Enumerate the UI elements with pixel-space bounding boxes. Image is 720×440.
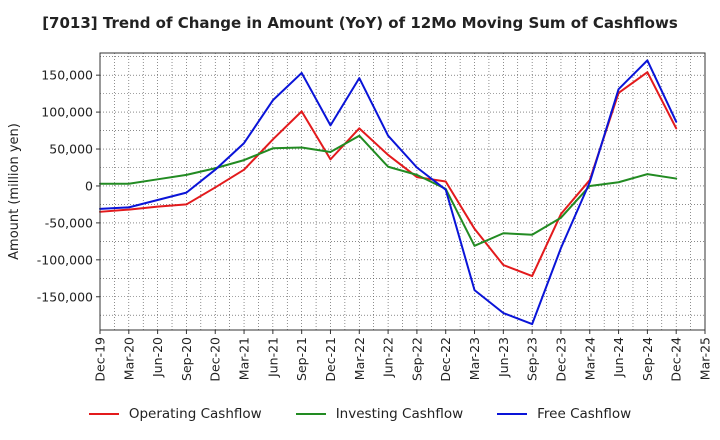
y-tick-label: 0 bbox=[85, 178, 93, 193]
series-line-investing-cashflow bbox=[99, 134, 678, 247]
y-axis-label: Amount (million yen) bbox=[7, 123, 22, 260]
x-tick-label: Jun-20 bbox=[150, 337, 165, 378]
y-tick-label: -150,000 bbox=[37, 289, 93, 304]
legend-swatch-investing bbox=[295, 413, 326, 415]
y-axis-ticks: 150,000 100,000 50,000 0 -50,000 -100,000 -150… bbox=[37, 68, 100, 304]
legend-swatch-operating bbox=[88, 413, 119, 415]
chart-title: [7013] Trend of Change in Amount (YoY) o… bbox=[42, 14, 678, 32]
legend: Operating Cashflow Investing Cashflow Fr… bbox=[0, 406, 720, 422]
legend-label-investing: Investing Cashflow bbox=[335, 406, 464, 422]
legend-item-free: Free Cashflow bbox=[497, 406, 631, 422]
legend-item-operating: Operating Cashflow bbox=[88, 406, 262, 422]
y-tick-label: 150,000 bbox=[41, 68, 93, 83]
x-tick-label: Jun-24 bbox=[611, 337, 626, 378]
x-tick-label: Mar-22 bbox=[352, 337, 367, 380]
x-tick-label: Jun-21 bbox=[265, 337, 280, 378]
x-tick-label: Mar-24 bbox=[582, 337, 597, 380]
y-tick-label: -100,000 bbox=[37, 252, 93, 267]
x-tick-label: Sep-22 bbox=[409, 337, 424, 381]
x-tick-label: Mar-21 bbox=[237, 337, 252, 380]
legend-label-free: Free Cashflow bbox=[537, 406, 632, 422]
x-tick-label: Jun-23 bbox=[496, 337, 511, 378]
legend-item-investing: Investing Cashflow bbox=[295, 406, 464, 422]
x-tick-label: Dec-23 bbox=[553, 337, 568, 382]
x-tick-label: Sep-21 bbox=[294, 337, 309, 381]
x-tick-label: Mar-25 bbox=[698, 337, 713, 380]
x-tick-label: Dec-19 bbox=[93, 337, 108, 382]
x-tick-label: Dec-21 bbox=[323, 337, 338, 382]
grid bbox=[99, 53, 706, 330]
legend-label-operating: Operating Cashflow bbox=[128, 406, 262, 422]
y-tick-label: -50,000 bbox=[45, 215, 93, 230]
y-tick-label: 100,000 bbox=[41, 105, 93, 120]
x-tick-label: Dec-22 bbox=[438, 337, 453, 382]
x-axis-ticks: Dec-19 Mar-20 Jun-20 Sep-20 Dec-20 Mar-21 Jun-… bbox=[93, 330, 713, 382]
series-line-operating-cashflow bbox=[99, 71, 678, 278]
x-tick-label: Mar-23 bbox=[467, 337, 482, 380]
x-tick-label: Sep-24 bbox=[640, 337, 655, 381]
series-line-free-cashflow bbox=[99, 59, 678, 326]
legend-swatch-free bbox=[497, 413, 528, 415]
x-tick-label: Mar-20 bbox=[121, 337, 136, 380]
x-tick-label: Dec-24 bbox=[669, 337, 684, 382]
x-tick-label: Sep-23 bbox=[525, 337, 540, 381]
x-tick-label: Jun-22 bbox=[381, 337, 396, 378]
plot-frame bbox=[99, 52, 706, 331]
series-lines bbox=[99, 59, 678, 326]
y-tick-label: 50,000 bbox=[49, 142, 93, 157]
x-tick-label: Dec-20 bbox=[208, 337, 223, 382]
x-tick-label: Sep-20 bbox=[179, 337, 194, 381]
